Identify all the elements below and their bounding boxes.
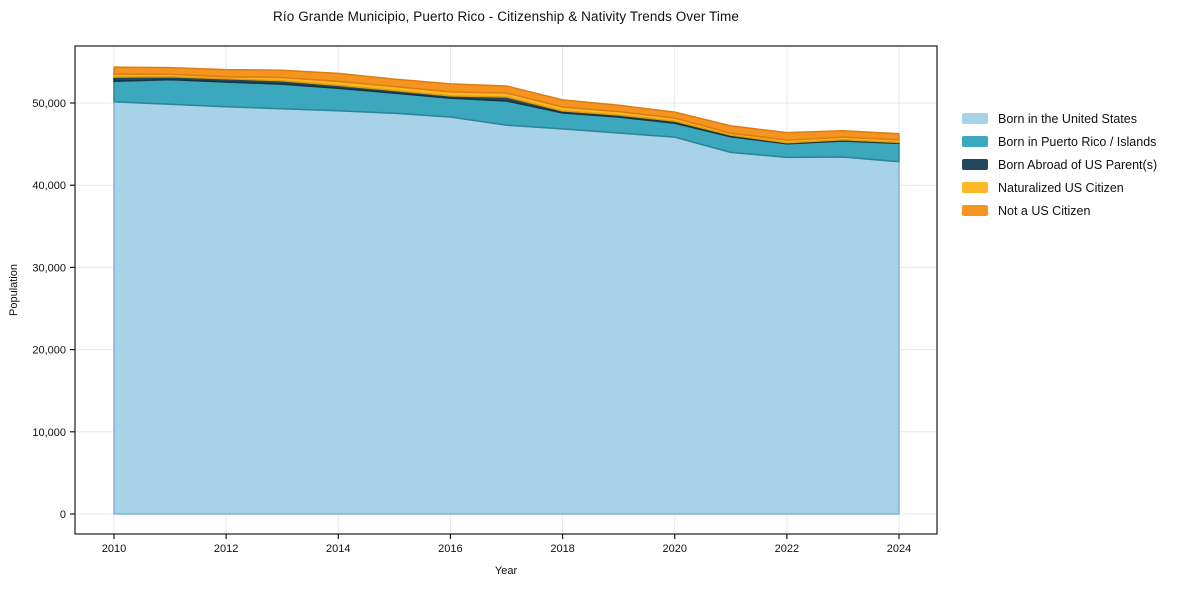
- legend-swatch: [962, 136, 988, 147]
- y-axis-label: Population: [8, 264, 20, 316]
- plot-spines: [74, 45, 938, 535]
- legend-label: Born Abroad of US Parent(s): [998, 157, 1158, 172]
- x-tick-label: 2020: [662, 543, 686, 555]
- legend-label: Naturalized US Citizen: [998, 180, 1124, 195]
- legend-label: Born in Puerto Rico / Islands: [998, 134, 1157, 149]
- x-tick-label: 2022: [775, 543, 799, 555]
- y-tick-label: 10,000: [32, 427, 66, 439]
- x-tick-label: 2012: [214, 543, 238, 555]
- legend-swatch: [962, 113, 988, 124]
- legend-swatch: [962, 159, 988, 170]
- x-tick-label: 2018: [550, 543, 574, 555]
- legend-item: Born in Puerto Rico / Islands: [962, 130, 1157, 153]
- y-tick-label: 50,000: [32, 98, 66, 110]
- legend: Born in the United States Born in Puerto …: [962, 107, 1157, 222]
- area-series-4: [113, 66, 900, 141]
- x-tick-label: 2016: [438, 543, 462, 555]
- legend-item: Naturalized US Citizen: [962, 176, 1157, 199]
- y-tick-label: 40,000: [32, 180, 66, 192]
- x-tick-label: 2024: [887, 543, 911, 555]
- legend-swatch: [962, 205, 988, 216]
- y-tick-label: 20,000: [32, 345, 66, 357]
- x-tick-label: 2014: [326, 543, 350, 555]
- legend-label: Born in the United States: [998, 111, 1137, 126]
- legend-item: Born in the United States: [962, 107, 1157, 130]
- x-tick-label: 2010: [102, 543, 126, 555]
- chart-title: Río Grande Municipio, Puerto Rico - Citi…: [273, 9, 739, 24]
- legend-label: Not a US Citizen: [998, 203, 1091, 218]
- legend-swatch: [962, 182, 988, 193]
- y-tick-label: 30,000: [32, 262, 66, 274]
- area-series-0: [113, 101, 900, 515]
- legend-item: Born Abroad of US Parent(s): [962, 153, 1157, 176]
- x-axis-label: Year: [494, 565, 518, 577]
- legend-item: Not a US Citizen: [962, 199, 1157, 222]
- y-tick-label: 0: [60, 509, 66, 521]
